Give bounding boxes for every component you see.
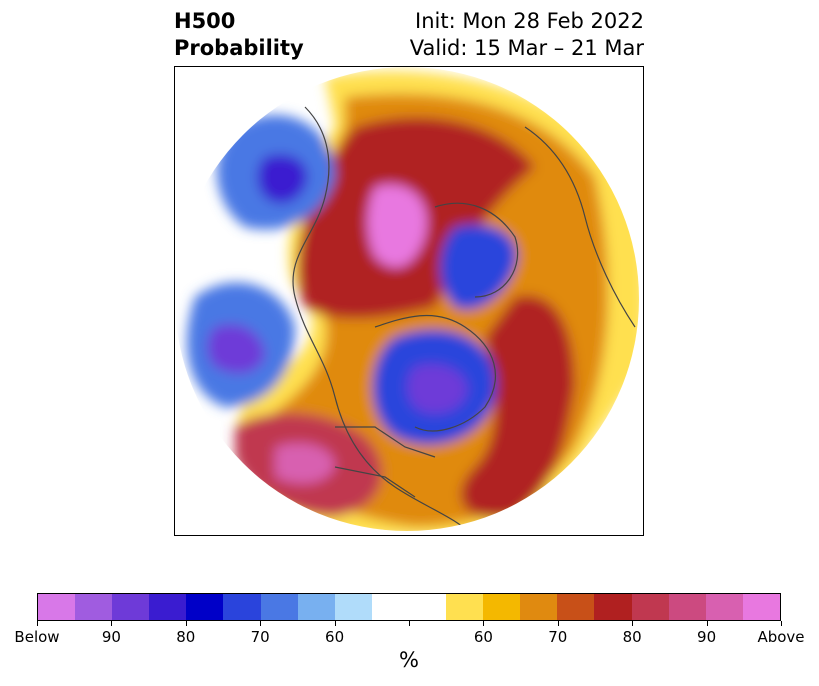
chart-title: H500 Probability [174, 8, 304, 62]
colorbar-label: Above [757, 628, 805, 646]
colorbar-label: 90 [697, 628, 717, 646]
colorbar [37, 593, 781, 621]
colorbar-segment [371, 594, 409, 620]
colorbar-segment [594, 594, 632, 620]
colorbar-tick [706, 621, 708, 626]
colorbar-tick [557, 621, 559, 626]
colorbar-segment [483, 594, 521, 620]
colorbar-segment [260, 594, 298, 620]
init-date: Init: Mon 28 Feb 2022 [415, 9, 644, 33]
colorbar-label: 90 [101, 628, 121, 646]
colorbar-segment [38, 594, 76, 620]
colorbar-segment [186, 594, 224, 620]
colorbar-segment [705, 594, 743, 620]
valid-dates: Valid: 15 Mar – 21 Mar [409, 36, 644, 60]
colorbar-segment [668, 594, 706, 620]
colorbar-segment [446, 594, 484, 620]
colorbar-segment [742, 594, 780, 620]
colorbar-segment [334, 594, 372, 620]
probability-map [175, 67, 639, 531]
title-line-2: Probability [174, 36, 304, 60]
colorbar-tick [334, 621, 336, 626]
anomaly-below-center-core [407, 364, 467, 414]
colorbar-label: 70 [548, 628, 568, 646]
colorbar-tick [260, 621, 262, 626]
colorbar-segment [75, 594, 113, 620]
colorbar-segment [408, 594, 447, 620]
colorbar-segment [520, 594, 558, 620]
colorbar-tick [37, 621, 38, 626]
colorbar-tick [483, 621, 485, 626]
colorbar-segment [297, 594, 335, 620]
colorbar-label: Below [14, 628, 60, 646]
colorbar-segment [223, 594, 261, 620]
colorbar-unit: % [399, 648, 419, 672]
colorbar-segment [112, 594, 150, 620]
anomaly-above-core [367, 184, 427, 268]
colorbar-tick [111, 621, 113, 626]
colorbar-segment [631, 594, 669, 620]
anomaly-below-pole [440, 224, 517, 310]
colorbar-tick [632, 621, 634, 626]
title-line-1: H500 [174, 9, 236, 33]
colorbar-label: 60 [473, 628, 493, 646]
anomaly-below-nw-core [257, 154, 308, 204]
colorbar-label: 80 [622, 628, 642, 646]
coastlines [292, 106, 636, 531]
colorbar-tick [185, 621, 187, 626]
anomaly-below-w-core [207, 324, 265, 374]
anomaly-above-core-sw [275, 443, 335, 484]
colorbar-segment [149, 594, 187, 620]
colorbar-label: 80 [176, 628, 196, 646]
colorbar-tick [781, 621, 782, 626]
colorbar-label: 60 [325, 628, 345, 646]
map-panel [174, 66, 644, 536]
colorbar-segment [557, 594, 595, 620]
colorbar-tick [409, 621, 410, 626]
valid-period: Init: Mon 28 Feb 2022 Valid: 15 Mar – 21… [410, 8, 644, 62]
colorbar-label: 70 [250, 628, 270, 646]
